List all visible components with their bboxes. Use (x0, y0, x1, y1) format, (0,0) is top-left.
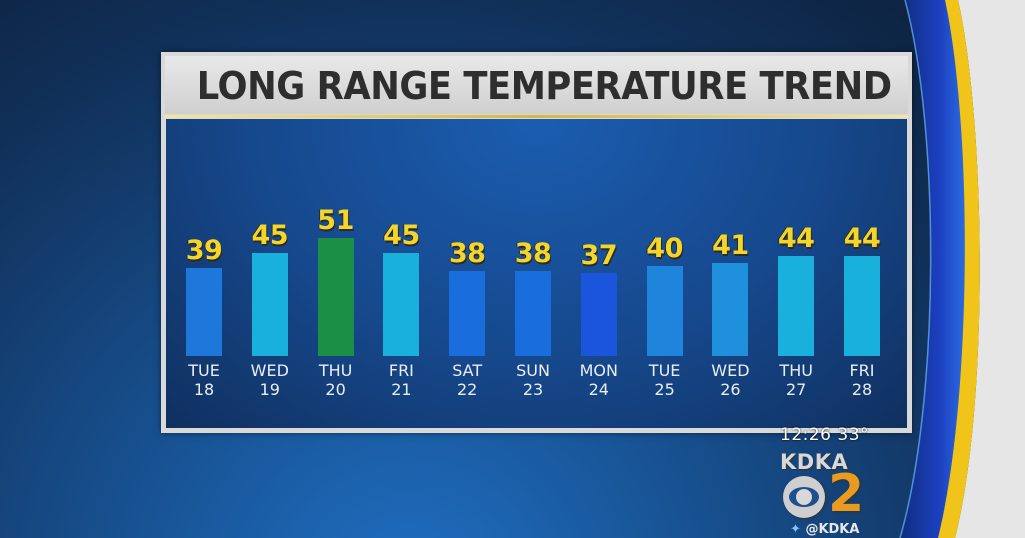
day-label: SAT 22 (432, 361, 502, 399)
time-temp-readout: 12:26 33° (780, 425, 869, 445)
temp-value: 41 (712, 230, 749, 261)
day-name: MON (579, 361, 618, 380)
day-name: THU (779, 361, 813, 380)
temp-value: 39 (185, 235, 223, 266)
day-date: 27 (786, 380, 807, 399)
title-divider (165, 115, 908, 118)
day-name: SAT (452, 361, 483, 380)
chart-panel: LONG RANGE TEMPERATURE TREND 39 TUE 18 45 WE… (161, 52, 912, 433)
cbs-eye-icon (783, 476, 825, 518)
bar-chart: 39 TUE 18 45 WED 19 51 THU 20 45 FRI 21 38 SAT 22 38 SUN… (166, 119, 907, 428)
temp-value: 40 (646, 232, 683, 264)
bar-fri-21 (383, 253, 420, 356)
day-date: 25 (654, 380, 675, 399)
title-band: LONG RANGE TEMPERATURE TREND (165, 56, 908, 114)
temp-value: 38 (514, 237, 552, 269)
temp-value: 45 (383, 220, 420, 251)
day-name: FRI (849, 361, 875, 380)
day-label: FRI 28 (827, 361, 897, 399)
temp-value: 37 (580, 240, 618, 271)
channel-number: 2 (828, 464, 865, 524)
twitter-icon: ✦ (790, 522, 801, 537)
current-temp: 33° (837, 425, 870, 445)
bar-wed-19 (251, 253, 288, 356)
day-name: TUE (648, 361, 681, 380)
bar-tue-18 (186, 268, 222, 356)
day-label: WED 26 (695, 361, 765, 399)
bar-thu-20 (317, 238, 354, 356)
day-label: FRI 21 (366, 361, 436, 399)
day-label: TUE 18 (169, 361, 239, 399)
temp-value: 51 (317, 205, 354, 236)
bar-mon-24 (580, 273, 617, 356)
day-name: SUN (516, 361, 550, 380)
day-name: FRI (388, 361, 414, 380)
day-date: 19 (259, 380, 280, 399)
current-time: 12:26 (780, 425, 832, 445)
day-label: SUN 23 (498, 361, 568, 399)
day-date: 21 (391, 380, 412, 399)
bar-wed-26 (712, 263, 749, 356)
bar-sun-23 (515, 270, 551, 356)
day-date: 22 (457, 380, 478, 399)
day-date: 20 (325, 380, 346, 399)
temp-value: 38 (448, 237, 486, 269)
day-date: 23 (522, 380, 544, 399)
day-label: WED 19 (235, 361, 305, 399)
day-date: 26 (720, 380, 741, 399)
social-handle: ✦ @KDKA (790, 522, 860, 537)
bar-sat-22 (449, 270, 486, 356)
day-date: 24 (588, 380, 609, 399)
day-name: WED (711, 361, 750, 380)
temp-value: 44 (777, 222, 815, 254)
bar-thu-27 (778, 255, 815, 356)
bar-fri-28 (844, 255, 880, 356)
day-label: THU 20 (301, 361, 371, 399)
station-name: KDKA (780, 450, 849, 474)
day-label: TUE 25 (630, 361, 700, 399)
day-name: THU (318, 361, 353, 380)
temp-value: 44 (843, 222, 881, 254)
day-name: TUE (188, 361, 220, 380)
day-date: 18 (193, 380, 215, 399)
day-label: MON 24 (564, 361, 634, 399)
day-name: WED (250, 361, 289, 380)
chart-title: LONG RANGE TEMPERATURE TREND (196, 64, 892, 108)
day-label: THU 27 (761, 361, 831, 399)
temp-value: 45 (251, 220, 289, 251)
bar-tue-25 (646, 265, 683, 356)
day-date: 28 (851, 380, 873, 399)
